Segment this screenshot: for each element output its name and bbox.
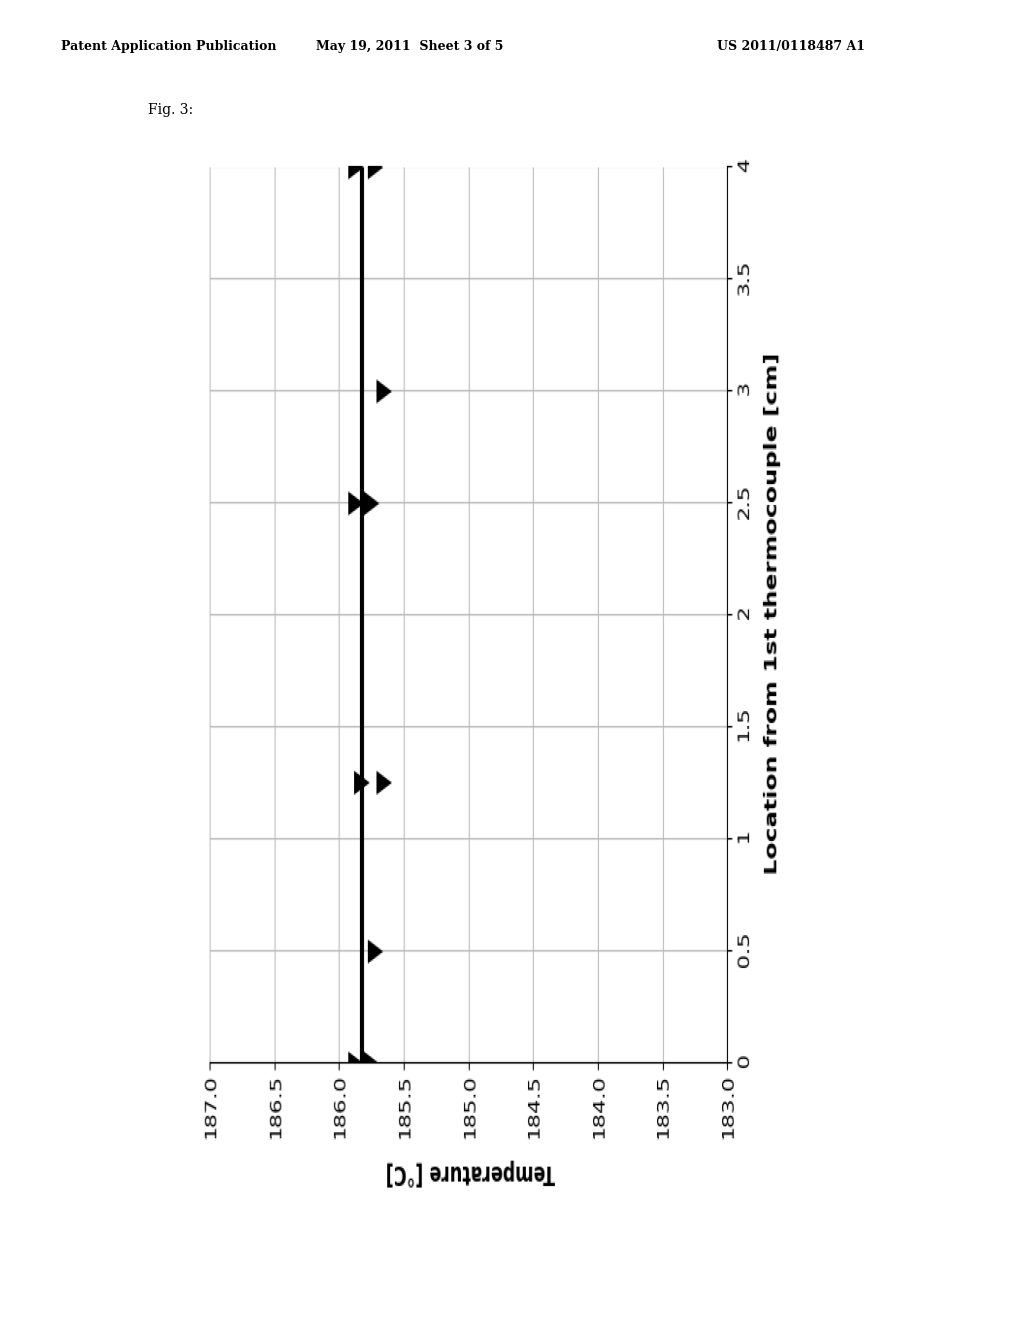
Text: Patent Application Publication: Patent Application Publication xyxy=(61,40,276,53)
Text: Fig. 3:: Fig. 3: xyxy=(148,103,194,117)
Text: US 2011/0118487 A1: US 2011/0118487 A1 xyxy=(717,40,865,53)
Text: May 19, 2011  Sheet 3 of 5: May 19, 2011 Sheet 3 of 5 xyxy=(316,40,503,53)
